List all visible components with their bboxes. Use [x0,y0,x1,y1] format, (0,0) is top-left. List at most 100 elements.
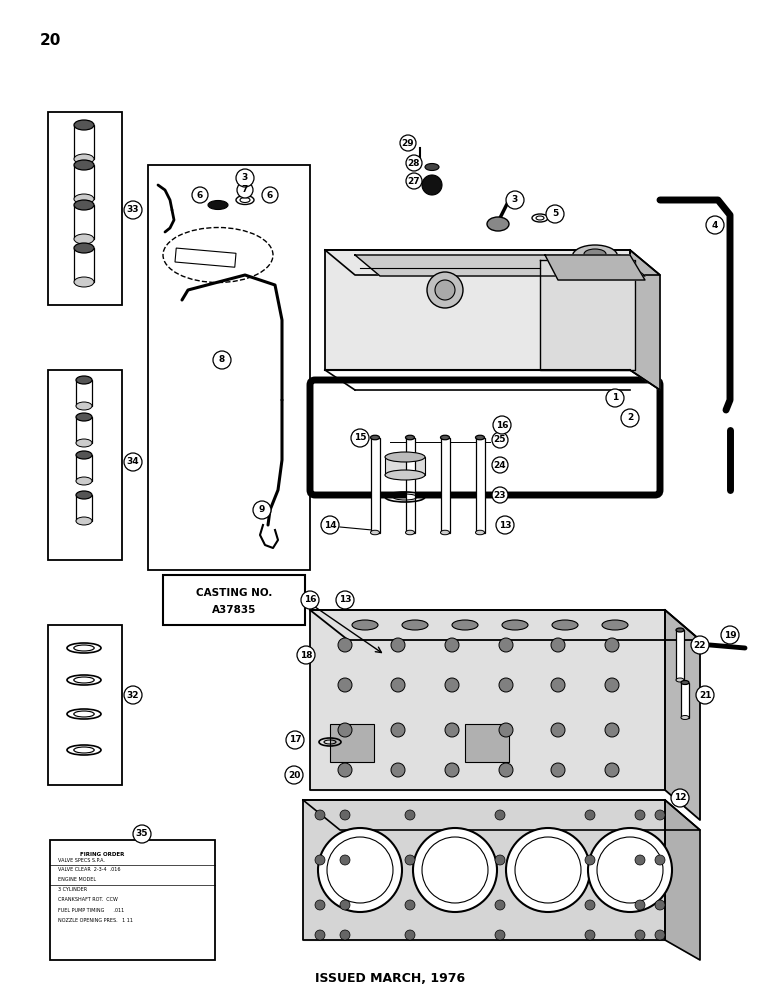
Circle shape [585,810,595,820]
Circle shape [338,638,352,652]
Circle shape [400,135,416,151]
Text: CRANKSHAFT ROT.  CCW: CRANKSHAFT ROT. CCW [58,897,118,902]
Ellipse shape [385,470,425,480]
Circle shape [336,591,354,609]
Bar [76,495,92,521]
Text: 9: 9 [259,506,265,514]
Bar [76,455,92,481]
Circle shape [605,763,619,777]
Polygon shape [540,260,635,370]
Circle shape [499,763,513,777]
Circle shape [606,389,624,407]
Ellipse shape [402,620,428,630]
Circle shape [301,591,319,609]
Text: 13: 13 [498,520,511,530]
Circle shape [315,855,325,865]
Circle shape [605,678,619,692]
Circle shape [391,678,405,692]
Circle shape [492,487,508,503]
Bar [148,165,310,570]
Circle shape [721,626,739,644]
Text: 7: 7 [242,186,248,194]
Circle shape [321,516,339,534]
Circle shape [124,453,142,471]
Polygon shape [355,255,645,276]
Circle shape [318,828,402,912]
Ellipse shape [208,200,228,210]
Text: 35: 35 [136,830,148,838]
Text: VALVE SPECS S.P.A.: VALVE SPECS S.P.A. [58,858,105,863]
Text: 5: 5 [552,210,558,219]
Circle shape [655,900,665,910]
Ellipse shape [74,120,94,130]
Polygon shape [665,800,700,960]
Polygon shape [303,800,700,830]
Ellipse shape [74,194,94,204]
Bar [74,248,94,282]
Polygon shape [325,250,660,275]
Polygon shape [665,610,700,820]
Circle shape [492,432,508,448]
Circle shape [605,638,619,652]
Ellipse shape [76,517,92,525]
Circle shape [405,900,415,910]
Circle shape [551,638,565,652]
Text: 32: 32 [126,690,140,700]
Circle shape [635,930,645,940]
Text: 19: 19 [724,631,736,640]
Bar [676,630,684,680]
Text: 34: 34 [126,458,140,466]
Text: 14: 14 [324,520,336,530]
Text: 6: 6 [197,190,203,200]
Circle shape [406,155,422,171]
Circle shape [340,855,350,865]
Circle shape [315,810,325,820]
Text: 33: 33 [126,206,140,215]
Polygon shape [630,250,660,390]
Circle shape [315,900,325,910]
Text: FUEL PUMP TIMING      .011: FUEL PUMP TIMING .011 [58,908,124,913]
Polygon shape [310,610,700,640]
Ellipse shape [74,160,94,170]
Text: 12: 12 [674,794,686,802]
Circle shape [635,900,645,910]
Text: 21: 21 [699,690,711,700]
Ellipse shape [76,402,92,410]
Circle shape [585,930,595,940]
Text: 22: 22 [693,641,706,650]
Text: 28: 28 [408,158,420,167]
Circle shape [427,272,463,308]
Ellipse shape [352,620,378,630]
Ellipse shape [681,716,689,720]
Ellipse shape [76,413,92,421]
Ellipse shape [476,435,484,440]
Circle shape [391,638,405,652]
Ellipse shape [573,245,618,267]
Circle shape [588,828,672,912]
Polygon shape [325,250,630,370]
Circle shape [445,638,459,652]
Circle shape [499,638,513,652]
Ellipse shape [406,435,414,440]
FancyBboxPatch shape [310,380,660,495]
Ellipse shape [502,620,528,630]
Text: VALVE CLEAR  2-3-4  .016: VALVE CLEAR 2-3-4 .016 [58,867,120,872]
Circle shape [671,789,689,807]
Text: FIRING ORDER: FIRING ORDER [80,852,124,857]
Bar [48,112,122,305]
Ellipse shape [476,530,484,535]
Circle shape [546,205,564,223]
Text: A37835: A37835 [212,605,256,615]
Circle shape [285,766,303,784]
Circle shape [338,763,352,777]
Text: ENGINE MODEL: ENGINE MODEL [58,877,96,882]
Text: 8: 8 [219,356,225,364]
Text: 20: 20 [288,770,300,780]
Circle shape [492,457,508,473]
Ellipse shape [584,249,606,259]
Circle shape [286,731,304,749]
Text: 6: 6 [267,190,273,200]
Bar [175,248,236,267]
Circle shape [315,930,325,940]
Ellipse shape [76,439,92,447]
